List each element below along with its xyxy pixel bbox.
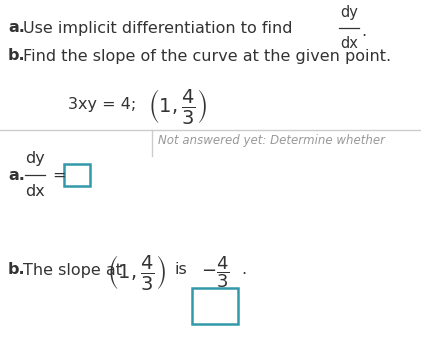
Text: b.: b.: [8, 48, 26, 63]
Text: dx: dx: [25, 184, 45, 199]
Text: $-\dfrac{4}{3}$: $-\dfrac{4}{3}$: [201, 254, 229, 290]
Text: dy: dy: [25, 151, 45, 166]
Text: is: is: [174, 262, 187, 277]
Text: .: .: [361, 24, 366, 39]
FancyBboxPatch shape: [192, 288, 238, 324]
Text: $\left(1,\dfrac{4}{3}\right)$: $\left(1,\dfrac{4}{3}\right)$: [107, 252, 166, 292]
Text: Find the slope of the curve at the given point.: Find the slope of the curve at the given…: [23, 48, 391, 63]
Text: dy: dy: [340, 5, 358, 20]
Text: $\left(1,\dfrac{4}{3}\right)$: $\left(1,\dfrac{4}{3}\right)$: [148, 87, 207, 127]
Text: b.: b.: [8, 262, 26, 277]
Text: The slope at: The slope at: [23, 262, 122, 277]
Text: a.: a.: [8, 21, 25, 35]
Text: 3xy = 4;: 3xy = 4;: [68, 97, 136, 113]
Text: .: .: [241, 262, 246, 277]
Text: a.: a.: [8, 167, 25, 182]
FancyBboxPatch shape: [64, 164, 90, 186]
Text: Not answered yet: Determine whether: Not answered yet: Determine whether: [158, 134, 385, 147]
Text: Use implicit differentiation to find: Use implicit differentiation to find: [23, 21, 293, 35]
Text: =: =: [52, 167, 66, 182]
Text: dx: dx: [340, 36, 358, 51]
